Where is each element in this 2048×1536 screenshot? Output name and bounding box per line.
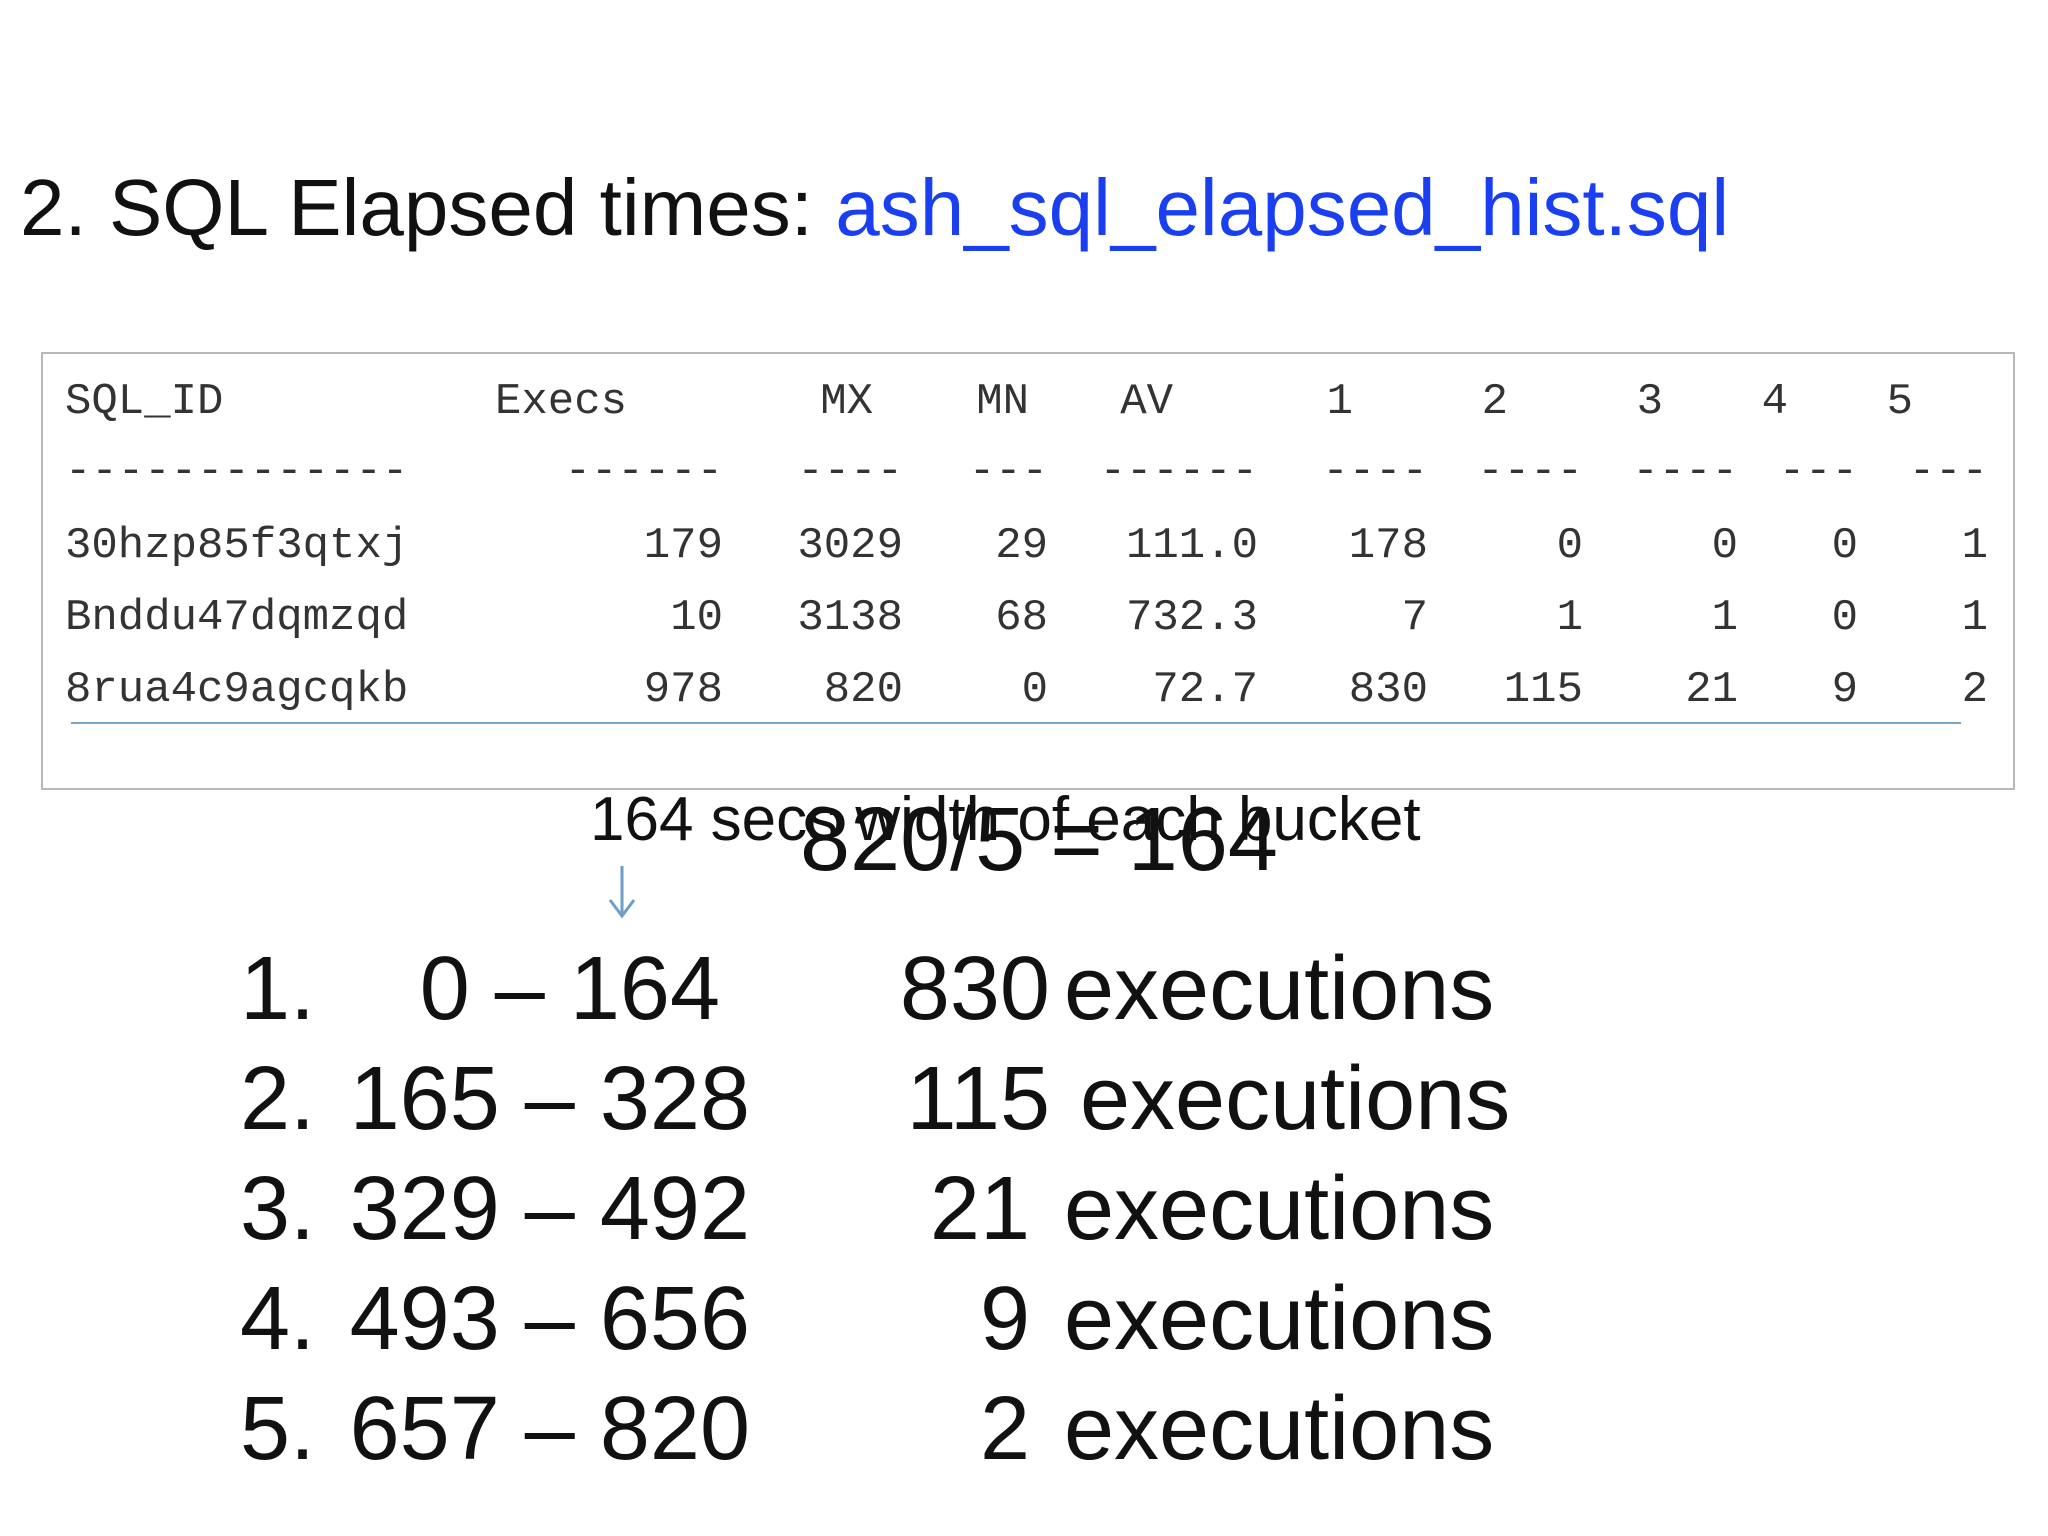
separator-dashes: ------: [564, 447, 723, 497]
query-output-row: 8rua4c9agcqkb 978 820 0 72.7 830 115 21 …: [43, 660, 2013, 720]
sql-id-cell: Bnddu47dqmzqd: [65, 593, 409, 643]
query-output-row: 30hzp85f3qtxj 179 3029 29 111.0 178 0 0 …: [43, 516, 2013, 576]
column-header: AV: [1120, 377, 1173, 427]
bucket-number: 4.: [240, 1269, 316, 1369]
bucket-4-cell: 9: [1831, 665, 1858, 715]
column-header: SQL_ID: [65, 377, 224, 427]
separator-dashes: ----: [797, 447, 903, 497]
separator-dashes: ----: [1632, 447, 1738, 497]
bucket-count: 9: [979, 1269, 1030, 1369]
bucket-count: 830: [899, 939, 1050, 1039]
separator-dashes: ------: [1099, 447, 1258, 497]
slide-title: 2. SQL Elapsed times: ash_sql_elapsed_hi…: [20, 158, 1729, 258]
bucket-2-cell: 0: [1556, 521, 1583, 571]
query-output-row: Bnddu47dqmzqd 10 3138 68 732.3 7 1 1 0 1: [43, 588, 2013, 648]
separator-dashes: ----: [1322, 447, 1428, 497]
execs-cell: 978: [643, 665, 723, 715]
bucket-3-cell: 1: [1711, 593, 1738, 643]
bucket-5-cell: 2: [1961, 665, 1988, 715]
bucket-3-cell: 0: [1711, 521, 1738, 571]
bucket-item: 5. 657 – 820 2 executions: [0, 1374, 2048, 1484]
bucket-item: 3. 329 – 492 21 executions: [0, 1154, 2048, 1264]
column-header: Execs: [495, 377, 628, 427]
av-cell: 732.3: [1125, 593, 1258, 643]
bucket-2-cell: 1: [1556, 593, 1583, 643]
sql-id-cell: 30hzp85f3qtxj: [65, 521, 409, 571]
mn-cell: 0: [1021, 665, 1048, 715]
bucket-3-cell: 21: [1685, 665, 1738, 715]
mn-cell: 29: [995, 521, 1048, 571]
separator-dashes: ---: [1908, 447, 1988, 497]
bucket-range: 165 – 328: [349, 1049, 750, 1149]
bucket-executions-label: executions: [1080, 1049, 1511, 1149]
column-header: MX: [820, 377, 873, 427]
execs-cell: 10: [670, 593, 723, 643]
bucket-1-cell: 7: [1401, 593, 1428, 643]
mn-cell: 68: [995, 593, 1048, 643]
bucket-4-cell: 0: [1831, 521, 1858, 571]
bucket-item: 4. 493 – 656 9 executions: [0, 1264, 2048, 1374]
bucket-4-cell: 0: [1831, 593, 1858, 643]
bucket-1-cell: 830: [1348, 665, 1428, 715]
bucket-count: 115: [906, 1049, 1050, 1149]
bucket-width-label: 164 secs width of each bucket: [590, 785, 1421, 854]
bucket-width-calculation: 820/5 = 164: [800, 790, 1278, 890]
bucket-executions-label: executions: [1064, 1159, 1495, 1259]
column-header: 5: [1886, 377, 1913, 427]
mx-cell: 3138: [797, 593, 903, 643]
slide-title-prefix: 2. SQL Elapsed times:: [20, 163, 836, 252]
bucket-number: 3.: [240, 1159, 316, 1259]
bucket-2-cell: 115: [1503, 665, 1583, 715]
column-header: 2: [1481, 377, 1508, 427]
bucket-executions-label: executions: [1064, 939, 1495, 1039]
row-underline: [71, 722, 1961, 724]
bucket-executions-label: executions: [1064, 1379, 1495, 1479]
bucket-range: 493 – 656: [349, 1269, 750, 1369]
separator-dashes: ---: [968, 447, 1048, 497]
query-output-header: SQL_ID Execs MX MN AV 1 2 3 4 5: [43, 372, 2013, 432]
query-output-box: SQL_ID Execs MX MN AV 1 2 3 4 5 --------…: [41, 352, 2015, 790]
separator-dashes: -------------: [65, 447, 409, 497]
bucket-item: 1. 0 – 164 830 executions: [0, 934, 2048, 1044]
separator-dashes: ---: [1778, 447, 1858, 497]
bucket-5-cell: 1: [1961, 521, 1988, 571]
bucket-5-cell: 1: [1961, 593, 1988, 643]
bucket-number: 1.: [240, 939, 316, 1039]
av-cell: 72.7: [1152, 665, 1258, 715]
column-header: 4: [1761, 377, 1788, 427]
bucket-number: 2.: [240, 1049, 316, 1149]
bucket-range: 329 – 492: [349, 1159, 750, 1259]
script-name-link[interactable]: ash_sql_elapsed_hist.sql: [835, 163, 1730, 252]
bucket-item: 2. 165 – 328 115 executions: [0, 1044, 2048, 1154]
bucket-range: 0 – 164: [419, 939, 720, 1039]
sql-id-cell: 8rua4c9agcqkb: [65, 665, 409, 715]
bucket-range: 657 – 820: [349, 1379, 750, 1479]
column-header: 3: [1636, 377, 1663, 427]
bucket-count: 2: [979, 1379, 1030, 1479]
bucket-number: 5.: [240, 1379, 316, 1479]
column-header: MN: [976, 377, 1029, 427]
down-arrow-icon: [608, 866, 636, 919]
bucket-executions-label: executions: [1064, 1269, 1495, 1369]
av-cell: 111.0: [1125, 521, 1258, 571]
execs-cell: 179: [643, 521, 723, 571]
query-output-separator: ------------- ------ ---- --- ------ ---…: [43, 442, 2013, 502]
mx-cell: 3029: [797, 521, 903, 571]
bucket-count: 21: [929, 1159, 1030, 1259]
mx-cell: 820: [823, 665, 903, 715]
bucket-1-cell: 178: [1348, 521, 1428, 571]
column-header: 1: [1326, 377, 1353, 427]
separator-dashes: ----: [1477, 447, 1583, 497]
